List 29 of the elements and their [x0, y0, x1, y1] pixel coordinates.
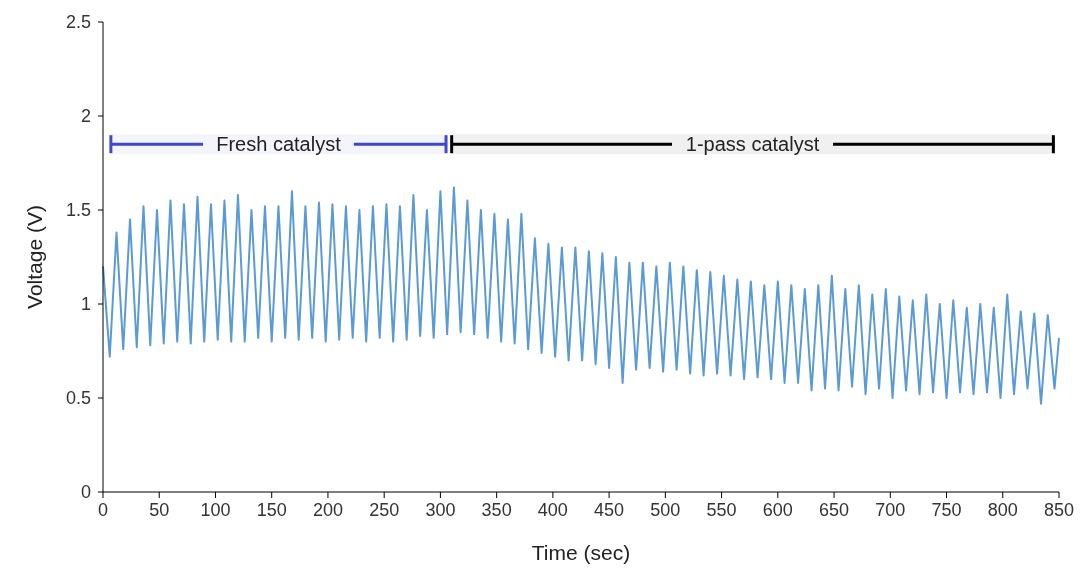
- x-tick-label: 600: [762, 500, 793, 520]
- x-tick-label: 850: [1043, 500, 1075, 520]
- line-series: [102, 186, 1060, 405]
- y-tick-label: 0.5: [65, 388, 91, 409]
- band-label: Fresh catalyst: [216, 133, 342, 156]
- x-tick-label: 700: [875, 500, 906, 520]
- x-tick-label: 300: [425, 500, 456, 520]
- x-tick-label: 50: [149, 500, 170, 520]
- x-tick-label: 750: [931, 500, 962, 520]
- y-tick-label: 1.5: [65, 200, 91, 221]
- band-label: 1-pass catalyst: [685, 133, 820, 156]
- y-tick-label: 0: [80, 482, 91, 503]
- x-tick-label: 650: [819, 500, 850, 520]
- x-tick-label: 150: [256, 500, 287, 520]
- x-tick-label: 0: [97, 500, 109, 520]
- y-tick-label: 2.5: [65, 12, 91, 33]
- y-tick-label: 1: [80, 294, 91, 315]
- y-tick-label: 2: [80, 106, 91, 127]
- x-tick-label: 800: [987, 500, 1018, 520]
- x-tick-label: 100: [200, 500, 231, 520]
- y-axis-title: Voltage (V): [23, 205, 46, 309]
- x-tick-label: 400: [537, 500, 568, 520]
- x-tick-label: 200: [312, 500, 343, 520]
- x-tick-label: 500: [650, 500, 681, 520]
- x-tick-label: 450: [594, 500, 625, 520]
- x-tick-label: 550: [706, 500, 737, 520]
- x-tick-label: 350: [481, 500, 512, 520]
- x-axis-title: Time (sec): [531, 541, 631, 564]
- x-tick-label: 250: [369, 500, 400, 520]
